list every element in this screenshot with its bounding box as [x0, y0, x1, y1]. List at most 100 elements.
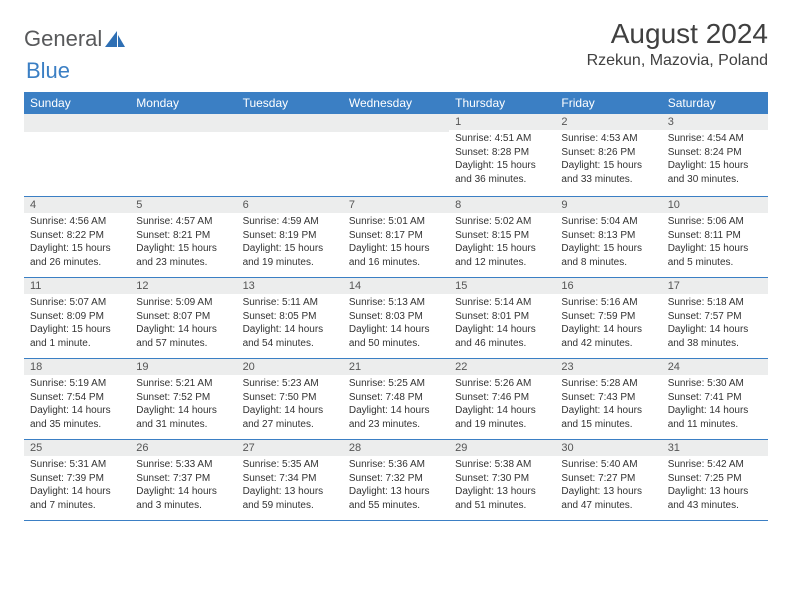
calendar-cell: 19Sunrise: 5:21 AMSunset: 7:52 PMDayligh…	[130, 359, 236, 440]
sunset-text: Sunset: 8:17 PM	[349, 229, 443, 243]
calendar-cell: 1Sunrise: 4:51 AMSunset: 8:28 PMDaylight…	[449, 114, 555, 197]
logo-text-b: Blue	[26, 58, 70, 83]
day-body: Sunrise: 5:01 AMSunset: 8:17 PMDaylight:…	[343, 213, 449, 277]
day-number: 4	[24, 197, 130, 213]
day-body: Sunrise: 5:16 AMSunset: 7:59 PMDaylight:…	[555, 294, 661, 358]
sunrise-text: Sunrise: 5:21 AM	[136, 377, 230, 391]
day-body	[237, 132, 343, 196]
sunset-text: Sunset: 7:50 PM	[243, 391, 337, 405]
calendar-cell: 22Sunrise: 5:26 AMSunset: 7:46 PMDayligh…	[449, 359, 555, 440]
day-body: Sunrise: 5:35 AMSunset: 7:34 PMDaylight:…	[237, 456, 343, 520]
day-body: Sunrise: 5:04 AMSunset: 8:13 PMDaylight:…	[555, 213, 661, 277]
day-body: Sunrise: 4:57 AMSunset: 8:21 PMDaylight:…	[130, 213, 236, 277]
day-number: 19	[130, 359, 236, 375]
sunset-text: Sunset: 7:57 PM	[668, 310, 762, 324]
daylight-text: Daylight: 13 hours and 47 minutes.	[561, 485, 655, 512]
sunrise-text: Sunrise: 5:04 AM	[561, 215, 655, 229]
day-body: Sunrise: 5:11 AMSunset: 8:05 PMDaylight:…	[237, 294, 343, 358]
day-number: 22	[449, 359, 555, 375]
daylight-text: Daylight: 13 hours and 59 minutes.	[243, 485, 337, 512]
calendar-cell: 8Sunrise: 5:02 AMSunset: 8:15 PMDaylight…	[449, 197, 555, 278]
sunrise-text: Sunrise: 5:14 AM	[455, 296, 549, 310]
day-body: Sunrise: 5:36 AMSunset: 7:32 PMDaylight:…	[343, 456, 449, 520]
day-body: Sunrise: 5:13 AMSunset: 8:03 PMDaylight:…	[343, 294, 449, 358]
calendar-cell: 10Sunrise: 5:06 AMSunset: 8:11 PMDayligh…	[662, 197, 768, 278]
dayhead-thu: Thursday	[449, 92, 555, 114]
dayhead-sat: Saturday	[662, 92, 768, 114]
calendar-week-row: 25Sunrise: 5:31 AMSunset: 7:39 PMDayligh…	[24, 440, 768, 521]
logo-sail-icon	[104, 29, 126, 49]
day-number: 26	[130, 440, 236, 456]
calendar-head: Sunday Monday Tuesday Wednesday Thursday…	[24, 92, 768, 114]
daylight-text: Daylight: 15 hours and 8 minutes.	[561, 242, 655, 269]
daylight-text: Daylight: 15 hours and 30 minutes.	[668, 159, 762, 186]
day-number: 7	[343, 197, 449, 213]
sunset-text: Sunset: 7:25 PM	[668, 472, 762, 486]
day-body: Sunrise: 5:42 AMSunset: 7:25 PMDaylight:…	[662, 456, 768, 520]
daylight-text: Daylight: 15 hours and 36 minutes.	[455, 159, 549, 186]
dayhead-fri: Friday	[555, 92, 661, 114]
day-body: Sunrise: 4:53 AMSunset: 8:26 PMDaylight:…	[555, 130, 661, 194]
sunset-text: Sunset: 8:24 PM	[668, 146, 762, 160]
calendar-page: General August 2024 Rzekun, Mazovia, Pol…	[0, 0, 792, 539]
daylight-text: Daylight: 15 hours and 16 minutes.	[349, 242, 443, 269]
day-body: Sunrise: 5:23 AMSunset: 7:50 PMDaylight:…	[237, 375, 343, 439]
daylight-text: Daylight: 14 hours and 42 minutes.	[561, 323, 655, 350]
day-number: 13	[237, 278, 343, 294]
daylight-text: Daylight: 15 hours and 23 minutes.	[136, 242, 230, 269]
calendar-cell: 21Sunrise: 5:25 AMSunset: 7:48 PMDayligh…	[343, 359, 449, 440]
daylight-text: Daylight: 14 hours and 31 minutes.	[136, 404, 230, 431]
day-body: Sunrise: 5:25 AMSunset: 7:48 PMDaylight:…	[343, 375, 449, 439]
daylight-text: Daylight: 15 hours and 33 minutes.	[561, 159, 655, 186]
day-number: 30	[555, 440, 661, 456]
sunset-text: Sunset: 8:05 PM	[243, 310, 337, 324]
day-number: 23	[555, 359, 661, 375]
sunset-text: Sunset: 7:39 PM	[30, 472, 124, 486]
sunset-text: Sunset: 8:26 PM	[561, 146, 655, 160]
location-text: Rzekun, Mazovia, Poland	[587, 52, 768, 70]
sunset-text: Sunset: 8:01 PM	[455, 310, 549, 324]
calendar-cell: 28Sunrise: 5:36 AMSunset: 7:32 PMDayligh…	[343, 440, 449, 521]
daylight-text: Daylight: 13 hours and 43 minutes.	[668, 485, 762, 512]
calendar-cell: 31Sunrise: 5:42 AMSunset: 7:25 PMDayligh…	[662, 440, 768, 521]
calendar-cell	[343, 114, 449, 197]
day-body: Sunrise: 5:18 AMSunset: 7:57 PMDaylight:…	[662, 294, 768, 358]
daylight-text: Daylight: 14 hours and 46 minutes.	[455, 323, 549, 350]
day-number: 28	[343, 440, 449, 456]
day-body: Sunrise: 5:30 AMSunset: 7:41 PMDaylight:…	[662, 375, 768, 439]
day-number: 10	[662, 197, 768, 213]
calendar-cell	[237, 114, 343, 197]
sunrise-text: Sunrise: 5:35 AM	[243, 458, 337, 472]
calendar-cell: 6Sunrise: 4:59 AMSunset: 8:19 PMDaylight…	[237, 197, 343, 278]
day-number: 20	[237, 359, 343, 375]
sunrise-text: Sunrise: 4:59 AM	[243, 215, 337, 229]
calendar-cell: 20Sunrise: 5:23 AMSunset: 7:50 PMDayligh…	[237, 359, 343, 440]
sunset-text: Sunset: 8:22 PM	[30, 229, 124, 243]
calendar-cell	[24, 114, 130, 197]
sunset-text: Sunset: 7:30 PM	[455, 472, 549, 486]
sunrise-text: Sunrise: 5:25 AM	[349, 377, 443, 391]
sunrise-text: Sunrise: 5:33 AM	[136, 458, 230, 472]
day-body: Sunrise: 5:07 AMSunset: 8:09 PMDaylight:…	[24, 294, 130, 358]
sunrise-text: Sunrise: 5:07 AM	[30, 296, 124, 310]
sunset-text: Sunset: 7:54 PM	[30, 391, 124, 405]
calendar-cell: 11Sunrise: 5:07 AMSunset: 8:09 PMDayligh…	[24, 278, 130, 359]
sunrise-text: Sunrise: 4:54 AM	[668, 132, 762, 146]
calendar-cell: 25Sunrise: 5:31 AMSunset: 7:39 PMDayligh…	[24, 440, 130, 521]
calendar-cell: 27Sunrise: 5:35 AMSunset: 7:34 PMDayligh…	[237, 440, 343, 521]
sunset-text: Sunset: 8:21 PM	[136, 229, 230, 243]
calendar-cell: 23Sunrise: 5:28 AMSunset: 7:43 PMDayligh…	[555, 359, 661, 440]
calendar-cell: 2Sunrise: 4:53 AMSunset: 8:26 PMDaylight…	[555, 114, 661, 197]
sunrise-text: Sunrise: 5:23 AM	[243, 377, 337, 391]
sunrise-text: Sunrise: 4:53 AM	[561, 132, 655, 146]
calendar-cell: 3 Sunrise: 4:54 AMSunset: 8:24 PMDaylight…	[662, 114, 768, 197]
day-number: 9	[555, 197, 661, 213]
day-number: 29	[449, 440, 555, 456]
daylight-text: Daylight: 14 hours and 7 minutes.	[30, 485, 124, 512]
calendar-cell: 9Sunrise: 5:04 AMSunset: 8:13 PMDaylight…	[555, 197, 661, 278]
sunset-text: Sunset: 8:28 PM	[455, 146, 549, 160]
day-number: 3	[662, 114, 768, 130]
calendar-cell: 26Sunrise: 5:33 AMSunset: 7:37 PMDayligh…	[130, 440, 236, 521]
day-body	[343, 132, 449, 196]
day-number: 8	[449, 197, 555, 213]
